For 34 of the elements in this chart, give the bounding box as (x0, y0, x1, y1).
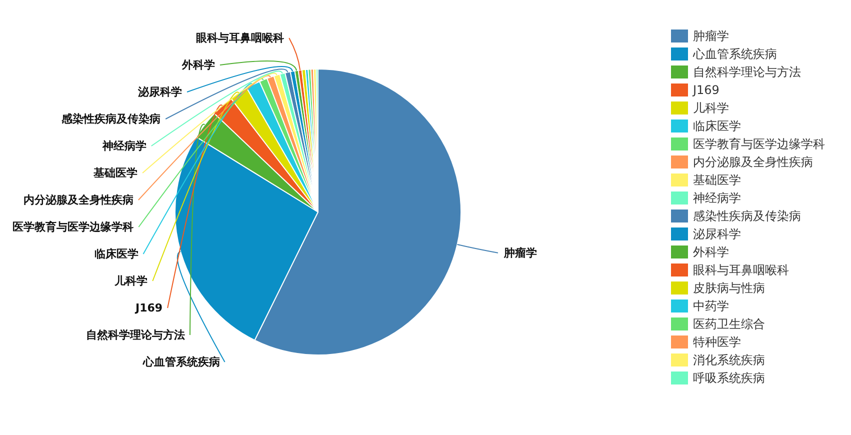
slice-label: 自然科学理论与方法 (86, 328, 185, 342)
legend-label: 中药学 (693, 299, 729, 313)
legend-label: 皮肤病与性病 (693, 281, 765, 295)
legend-label: J169 (692, 83, 720, 97)
legend-label: 神经病学 (693, 191, 741, 205)
legend-label: 特种医学 (693, 335, 741, 349)
legend-label: 医学教育与医学边缘学科 (693, 137, 825, 151)
slice-label: 儿科学 (114, 274, 148, 288)
slice-label: 眼科与耳鼻咽喉科 (196, 32, 284, 44)
legend-label: 消化系统疾病 (693, 353, 765, 367)
slice-label: 医学教育与医学边缘学科 (12, 220, 134, 234)
slice-label: 临床医学 (94, 248, 138, 260)
slice-label: J169 (134, 302, 163, 314)
legend-label: 自然科学理论与方法 (693, 65, 801, 79)
slice-label: 泌尿科学 (137, 86, 182, 98)
legend-label: 泌尿科学 (693, 227, 741, 241)
legend-label: 外科学 (693, 245, 729, 259)
legend-label: 基础医学 (693, 173, 741, 187)
slice-label: 心血管系统疾病 (142, 356, 220, 368)
legend-label: 儿科学 (693, 101, 729, 115)
slice-label: 外科学 (180, 58, 215, 72)
legend-label: 感染性疾病及传染病 (693, 209, 801, 223)
legend-label: 心血管系统疾病 (692, 47, 777, 61)
slice-label: 感染性疾病及传染病 (60, 112, 161, 126)
slice-label: 基础医学 (92, 166, 138, 180)
legend-label: 内分泌腺及全身性疾病 (693, 155, 813, 169)
legend-label: 医药卫生综合 (693, 317, 765, 331)
legend-label: 眼科与耳鼻咽喉科 (693, 263, 789, 277)
legend-label: 呼吸系统疾病 (693, 371, 765, 385)
slice-label: 肿瘤学 (502, 246, 537, 260)
slice-label: 内分泌腺及全身性疾病 (23, 194, 134, 206)
slice-label: 神经病学 (101, 140, 146, 152)
legend-label: 肿瘤学 (693, 29, 729, 43)
legend-label: 临床医学 (693, 119, 741, 133)
